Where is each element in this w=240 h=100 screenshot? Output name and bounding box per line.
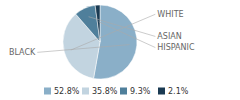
legend-label: 2.1% [168, 87, 189, 96]
legend-label: 9.3% [130, 87, 151, 96]
legend: 52.8% 35.8% 9.3% 2.1% [44, 87, 189, 96]
slice-label: WHITE [157, 10, 183, 19]
slice-label: ASIAN [157, 32, 181, 41]
legend-label: 35.8% [92, 87, 118, 96]
chart: BLACK WHITE ASIAN HISPANIC 52.8% 35.8% 9.3% 2.1… [0, 0, 240, 100]
pie-slice [95, 5, 100, 42]
leader-line [99, 22, 156, 48]
pie-slice [94, 5, 137, 79]
legend-swatch [120, 88, 127, 95]
leader-line [89, 17, 156, 37]
legend-swatch [44, 88, 51, 95]
leader-line [71, 14, 156, 50]
legend-item: 35.8% [82, 87, 118, 96]
slice-label: HISPANIC [157, 43, 195, 52]
legend-label: 52.8% [54, 87, 80, 96]
legend-item: 52.8% [44, 87, 80, 96]
legend-swatch [158, 88, 165, 95]
leader-line [37, 45, 129, 53]
pie-slice [76, 5, 100, 42]
legend-item: 2.1% [158, 87, 189, 96]
legend-swatch [82, 88, 89, 95]
slice-label: BLACK [9, 48, 36, 57]
legend-item: 9.3% [120, 87, 151, 96]
pie [63, 5, 137, 79]
annotations: BLACK WHITE ASIAN HISPANIC [9, 10, 195, 57]
